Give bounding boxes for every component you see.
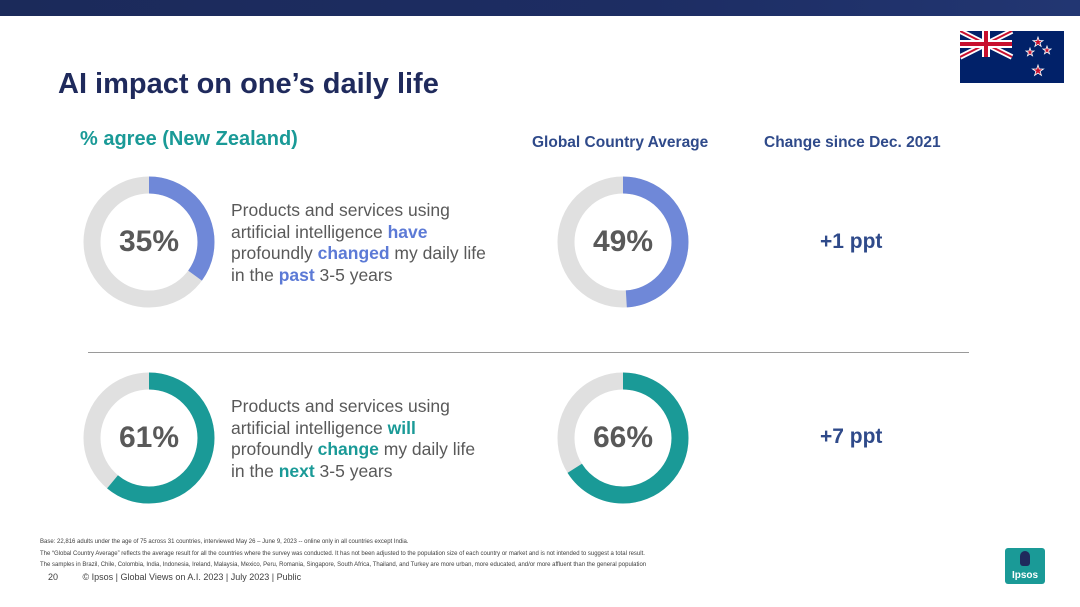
logo-text: Ipsos (1011, 570, 1039, 581)
nz-donut-value: 35% (118, 225, 180, 258)
statement-text: my daily life in the (231, 439, 476, 481)
statement-text: profoundly (231, 243, 318, 263)
page-number: 20 (48, 572, 59, 582)
global-donut-value: 66% (592, 421, 654, 454)
global-donut-value: 49% (592, 225, 654, 258)
donut-value-arc (557, 372, 689, 504)
top-banner (0, 0, 1080, 16)
statement-emphasis: next (278, 460, 315, 481)
global-average-header: Global Country Average (532, 134, 709, 151)
statement-text: profoundly (231, 439, 318, 459)
section-divider (88, 352, 969, 353)
statement-emphasis: have (387, 221, 428, 242)
statement-emphasis: will (387, 417, 416, 438)
statement-emphasis: past (278, 264, 315, 285)
nz-donut-value: 61% (118, 421, 180, 454)
nz-donut-chart-next: 61% (79, 368, 219, 508)
statement-text: 3-5 years (314, 264, 393, 285)
statement-text: Products and services using artificial i… (231, 396, 450, 438)
ipsos-logo: Ipsos (1005, 548, 1045, 584)
donut-value-arc (557, 176, 689, 308)
change-value-past: +1 ppt (820, 230, 883, 253)
footnote-samples: The samples in Brazil, Chile, Colombia, … (40, 562, 647, 568)
footnote-base: Base: 22,816 adults under the age of 75 … (40, 539, 409, 545)
donut-value-arc (83, 176, 215, 308)
statement-emphasis: change (317, 439, 379, 459)
footer-text: © Ipsos | Global Views on A.I. 2023 | Ju… (82, 572, 302, 582)
global-donut-chart-next: 66% (553, 368, 693, 508)
footnotes: Base: 22,816 adults under the age of 75 … (40, 537, 646, 572)
page-title: AI impact on one’s daily life (58, 68, 439, 100)
statement-next: Products and services using artificial i… (231, 396, 491, 482)
logo-mark (1020, 551, 1030, 566)
nz-donut-chart-past: 35% (79, 172, 219, 312)
global-donut-chart-past: 49% (553, 172, 693, 312)
footer: 20 © Ipsos | Global Views on A.I. 2023 |… (48, 572, 301, 582)
footnote-average: The “Global Country Average” reflects th… (40, 550, 645, 557)
statement-emphasis: changed (317, 243, 390, 263)
change-value-next: +7 ppt (820, 425, 883, 448)
statement-text: 3-5 years (314, 460, 393, 481)
donut-value-arc (83, 372, 215, 504)
new-zealand-flag-icon (958, 28, 1064, 83)
statement-text: Products and services using artificial i… (231, 200, 450, 242)
statement-past: Products and services using artificial i… (231, 200, 491, 286)
statement-text: my daily life in the (231, 243, 486, 285)
change-header: Change since Dec. 2021 (764, 134, 941, 151)
nz-column-header: % agree (New Zealand) (80, 128, 298, 150)
